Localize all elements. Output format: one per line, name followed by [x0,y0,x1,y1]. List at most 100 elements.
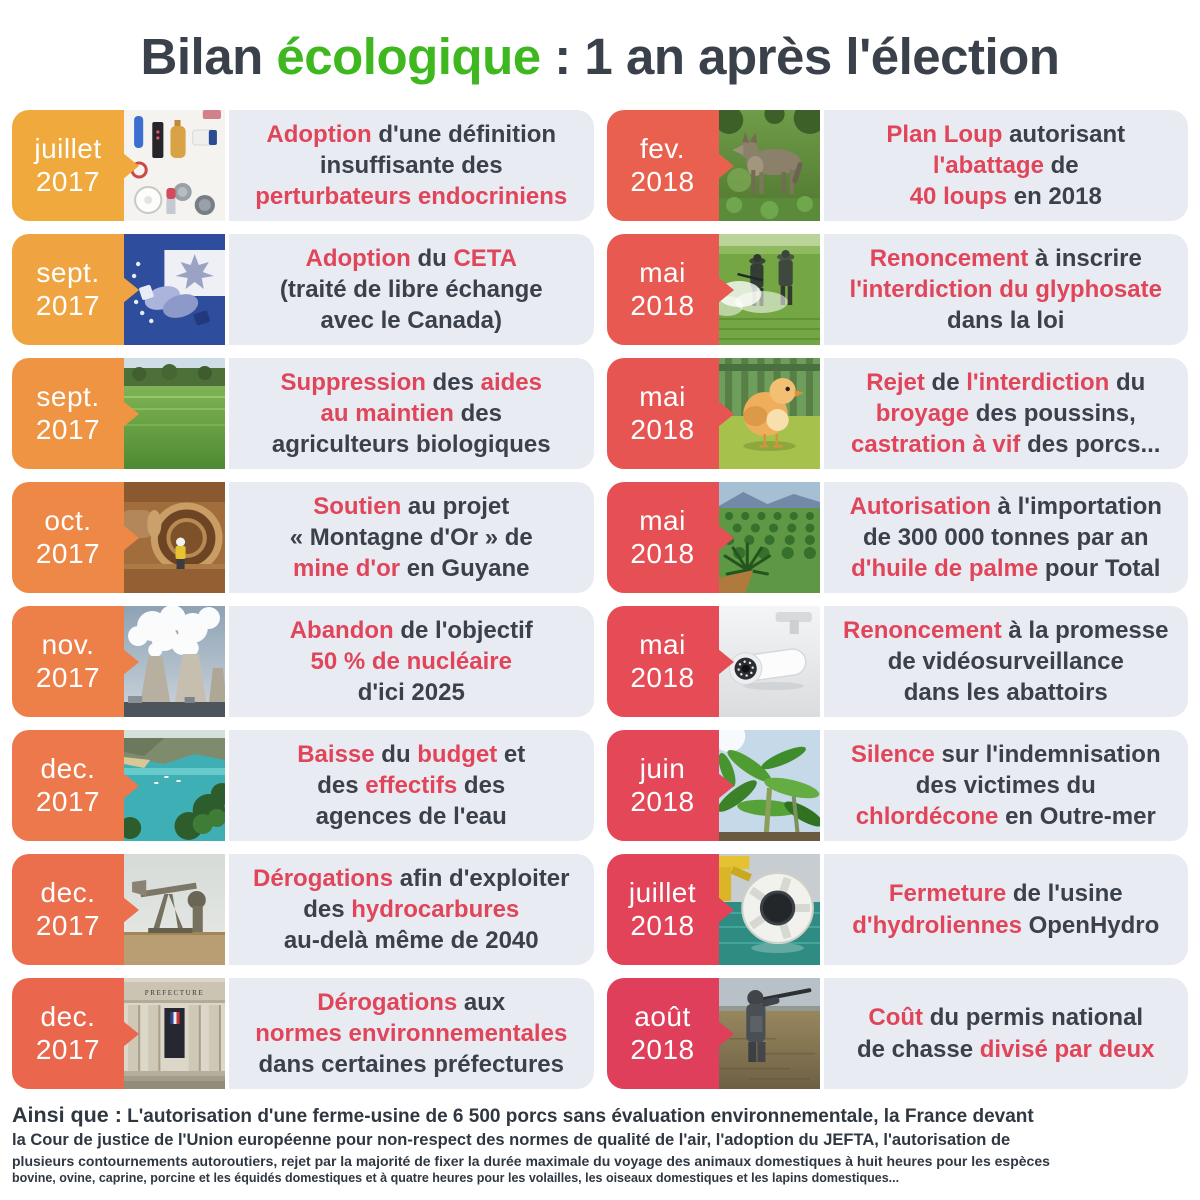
event-description: Renoncement à la promesse de vidéosurveil… [823,606,1188,717]
event-month: juin [639,752,686,784]
organic-field-photo [124,358,225,469]
event-month: juillet [628,876,697,908]
event-text: Suppression des aides au maintien des agri… [271,368,551,459]
date-badge: mai 2018 [606,234,734,345]
event-description: Renoncement à inscrire l'interdiction du … [823,234,1188,345]
event-row: dec. 2017 Dérogations afin d'exploiter des… [12,854,594,965]
event-month: sept. [36,380,100,412]
event-month: mai [639,380,686,412]
event-row: dec. 2017 PREFECTURE Dérogations aux norme… [12,978,594,1089]
event-month: fev. [639,132,686,164]
event-photo [718,606,820,717]
chick-photo [718,358,820,469]
date-badge: mai 2018 [606,482,734,593]
event-row: juillet 2018 Fermeture de l'usine d'hydrol… [606,854,1188,965]
date-badge: sept. 2017 [12,234,139,345]
event-row: dec. 2017 Baisse du budget et des effectif… [12,730,594,841]
event-year: 2018 [630,909,695,941]
date-badge: fev. 2018 [606,110,734,221]
date-badge: juin 2018 [606,730,734,841]
event-month: nov. [41,628,95,660]
event-month: mai [639,256,686,288]
cctv-camera-photo [718,606,820,717]
date-badge: dec. 2017 [12,978,139,1089]
event-description: Dérogations aux normes environnementales d… [229,978,594,1089]
event-photo [718,730,820,841]
event-year: 2018 [630,165,695,197]
event-year: 2018 [630,413,695,445]
footer-line-1-text: L'autorisation d'une ferme-usine de 6 50… [121,1106,1034,1127]
event-month: mai [639,504,686,536]
event-photo [124,358,225,469]
palm-plantation-photo [718,482,820,593]
event-year: 2017 [35,537,101,569]
date-badge: dec. 2017 [12,854,139,965]
footer-lead: Ainsi que : [12,1103,122,1127]
event-month: juillet [34,132,102,164]
event-description: Soutien au projet « Montagne d'Or » de min… [229,482,594,593]
title-part2: : 1 an après l'élection [540,27,1060,85]
event-description: Baisse du budget et des effectifs des agen… [229,730,594,841]
date-badge: août 2018 [606,978,734,1089]
event-text: Autorisation à l'importation de 300 000 t… [849,492,1162,583]
timeline-column-2017: juillet 2017 Adoption d'une définition ins… [12,110,594,1089]
title-highlight: écologique [276,27,541,85]
pesticide-spraying-photo [718,234,820,345]
event-month: août [634,1000,691,1032]
event-description: Suppression des aides au maintien des agri… [229,358,594,469]
event-month: dec. [40,752,96,784]
event-month: sept. [36,256,100,288]
event-year: 2018 [630,537,695,569]
timeline-grid: juillet 2017 Adoption d'une définition ins… [0,102,1200,1089]
footer-line-2: la Cour de justice de l'Union européenne… [12,1130,1011,1149]
event-month: dec. [40,1000,96,1032]
event-photo [718,358,820,469]
event-row: sept. 2017 Suppression des aides au mainti… [12,358,594,469]
page-title: Bilan écologique : 1 an après l'élection [0,0,1200,102]
event-description: Coût du permis national de chasse divisé … [823,978,1188,1089]
event-year: 2018 [630,289,695,321]
event-row: oct. 2017 Soutien au projet « Montagne d'O… [12,482,594,593]
footer-line-3: plusieurs contournements autoroutiers, r… [12,1152,1050,1169]
event-photo [718,110,820,221]
date-badge: juillet 2017 [12,110,139,221]
event-photo [718,482,820,593]
event-description: Dérogations afin d'exploiter des hydrocar… [229,854,594,965]
event-year: 2018 [630,1033,695,1065]
event-text: Renoncement à la promesse de vidéosurveil… [843,616,1169,707]
oil-pump-photo [124,854,225,965]
event-row: mai 2018 Rejet de l'interdiction du broyag… [606,358,1188,469]
event-text: Abandon de l'objectif 50 % de nucléaire d'… [289,616,533,707]
eu-canada-handshake-photo [124,234,225,345]
event-description: Adoption d'une définition insuffisante de… [229,110,594,221]
event-year: 2017 [35,289,101,321]
banana-plantation-photo [718,730,820,841]
hunter-photo [718,978,820,1089]
footer-line-4: bovine, ovine, caprine, porcine et les é… [12,1171,900,1186]
event-year: 2017 [35,413,101,445]
event-description: Autorisation à l'importation de 300 000 t… [823,482,1188,593]
tidal-turbine-photo [718,854,820,965]
gold-mine-photo [124,482,225,593]
event-photo [124,482,225,593]
event-photo [124,730,225,841]
event-month: dec. [40,876,96,908]
event-row: juin 2018 Silence sur l'indemnisation des … [606,730,1188,841]
event-text: Dérogations aux normes environnementales d… [255,988,568,1079]
timeline-column-2018: fev. 2018 Plan Loup autorisant l'abattage … [606,110,1188,1089]
event-text: Plan Loup autorisant l'abattage de 40 loup… [886,120,1126,211]
event-photo: PREFECTURE [124,978,225,1089]
event-year: 2017 [35,785,101,817]
date-badge: oct. 2017 [12,482,139,593]
event-description: Plan Loup autorisant l'abattage de 40 loup… [823,110,1188,221]
event-text: Rejet de l'interdiction du broyage des po… [851,368,1161,459]
date-badge: juillet 2018 [606,854,734,965]
event-row: mai 2018 Autorisation à l'importation de 3… [606,482,1188,593]
nuclear-plant-photo [124,606,225,717]
event-row: mai 2018 Renoncement à inscrire l'interdic… [606,234,1188,345]
event-month: mai [639,628,686,660]
date-badge: dec. 2017 [12,730,139,841]
prefecture-sign-label: PREFECTURE [145,989,204,997]
event-description: Adoption du CETA (traité de libre échange… [229,234,594,345]
event-photo [718,854,820,965]
